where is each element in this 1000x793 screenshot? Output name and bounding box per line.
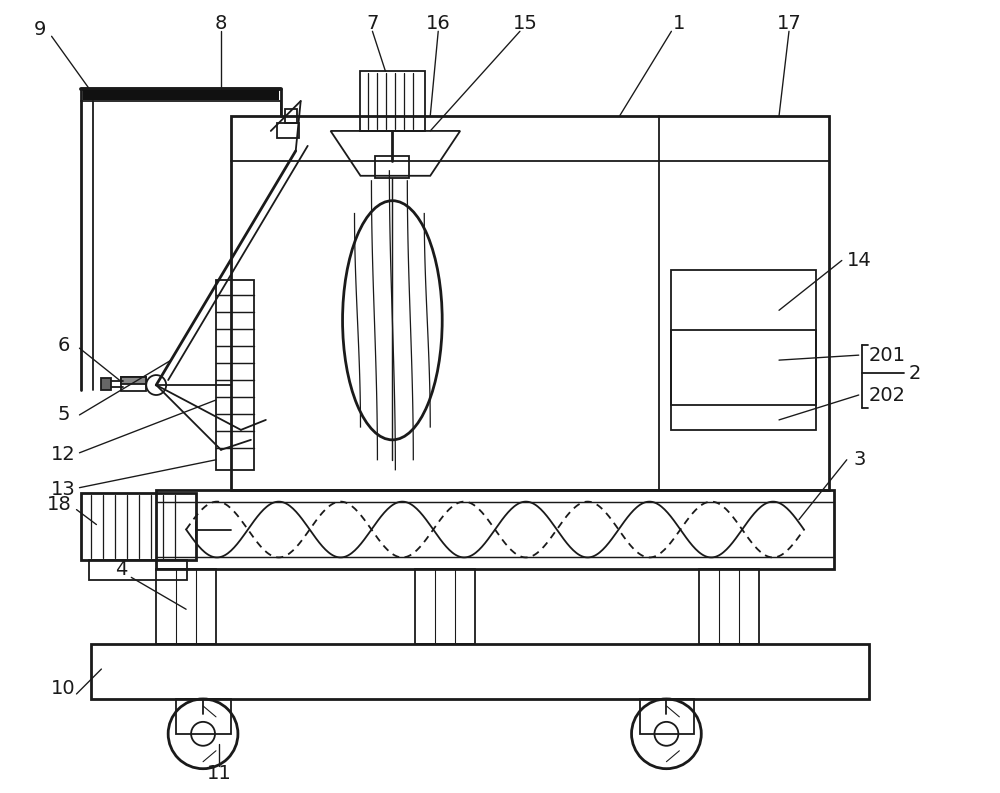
Bar — [176, 699, 231, 734]
Text: 16: 16 — [426, 13, 451, 33]
Bar — [81, 492, 196, 561]
Bar — [156, 569, 216, 644]
Text: 202: 202 — [869, 385, 906, 404]
Text: 8: 8 — [215, 13, 227, 33]
Text: 9: 9 — [33, 20, 46, 39]
Text: 17: 17 — [777, 13, 801, 33]
Bar — [121, 377, 146, 391]
Text: 201: 201 — [869, 346, 906, 365]
Bar — [671, 330, 816, 405]
Text: 7: 7 — [366, 13, 379, 33]
Text: 4: 4 — [115, 560, 128, 579]
Bar — [277, 123, 299, 138]
Text: 12: 12 — [51, 446, 76, 464]
Text: 13: 13 — [51, 481, 76, 499]
Bar — [671, 270, 816, 430]
Bar — [285, 109, 297, 123]
Bar — [415, 569, 475, 644]
Bar — [89, 561, 187, 580]
Text: 6: 6 — [57, 335, 70, 354]
Bar — [231, 116, 829, 489]
Text: 18: 18 — [47, 495, 72, 514]
Bar — [156, 489, 834, 569]
Bar — [91, 644, 869, 699]
Text: 5: 5 — [57, 405, 70, 424]
Text: 1: 1 — [673, 13, 686, 33]
Bar — [216, 281, 254, 469]
Bar — [699, 569, 759, 644]
Text: 2: 2 — [909, 363, 921, 382]
Bar — [83, 90, 279, 100]
Bar — [101, 378, 111, 390]
Bar — [121, 377, 146, 384]
Bar — [640, 699, 694, 734]
Text: 10: 10 — [51, 680, 76, 699]
Bar — [360, 71, 425, 131]
Text: 14: 14 — [847, 251, 872, 270]
Text: 11: 11 — [207, 764, 231, 783]
Text: 15: 15 — [512, 13, 537, 33]
Bar — [375, 156, 409, 178]
Text: 3: 3 — [854, 450, 866, 469]
